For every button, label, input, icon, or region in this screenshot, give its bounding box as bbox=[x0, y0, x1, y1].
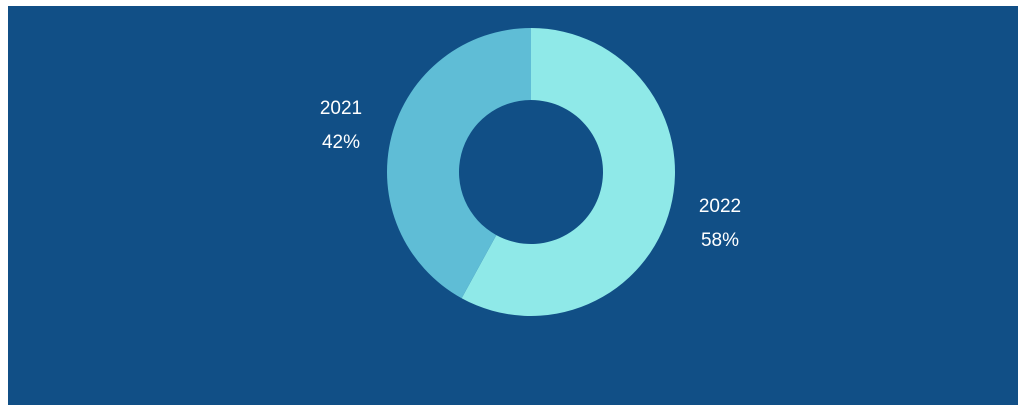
labels-layer: 2022 58% 2021 42% bbox=[320, 98, 741, 251]
slice-value-2021: 42% bbox=[322, 132, 360, 153]
slice-label-2021: 2021 bbox=[320, 98, 362, 119]
slice-label-group-2021: 2021 42% bbox=[320, 98, 362, 153]
slices-layer bbox=[387, 28, 675, 316]
slice-label-group-2022: 2022 58% bbox=[699, 196, 741, 251]
slice-value-2022: 58% bbox=[701, 230, 739, 251]
slice-label-2022: 2022 bbox=[699, 196, 741, 217]
